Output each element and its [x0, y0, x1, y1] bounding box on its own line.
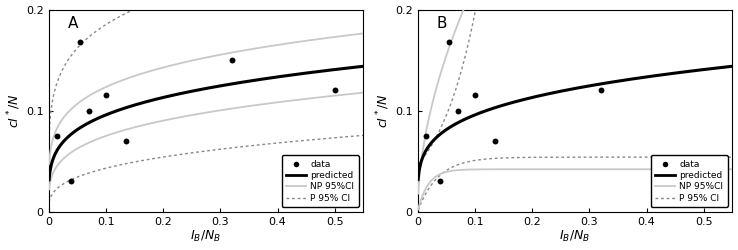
- Y-axis label: $cI^*/N$: $cI^*/N$: [375, 93, 392, 128]
- Point: [469, 94, 480, 98]
- Point: [120, 139, 132, 143]
- Point: [329, 88, 341, 92]
- Point: [74, 40, 86, 44]
- Point: [443, 40, 455, 44]
- Text: A: A: [67, 16, 77, 30]
- Legend: data, predicted, NP 95%CI, P 95% CI: data, predicted, NP 95%CI, P 95% CI: [650, 156, 728, 207]
- Point: [435, 180, 446, 184]
- Y-axis label: $cI^*/N$: $cI^*/N$: [6, 93, 23, 128]
- Point: [83, 109, 94, 113]
- Point: [51, 134, 63, 138]
- X-axis label: $I_B/N_B$: $I_B/N_B$: [559, 229, 590, 244]
- Point: [226, 58, 238, 62]
- Point: [420, 134, 432, 138]
- X-axis label: $I_B/N_B$: $I_B/N_B$: [190, 229, 221, 244]
- Text: B: B: [436, 16, 447, 30]
- Point: [66, 180, 77, 184]
- Point: [452, 109, 463, 113]
- Point: [100, 94, 111, 98]
- Point: [595, 88, 607, 92]
- Legend: data, predicted, NP 95%CI, P 95% CI: data, predicted, NP 95%CI, P 95% CI: [281, 156, 359, 207]
- Point: [489, 139, 501, 143]
